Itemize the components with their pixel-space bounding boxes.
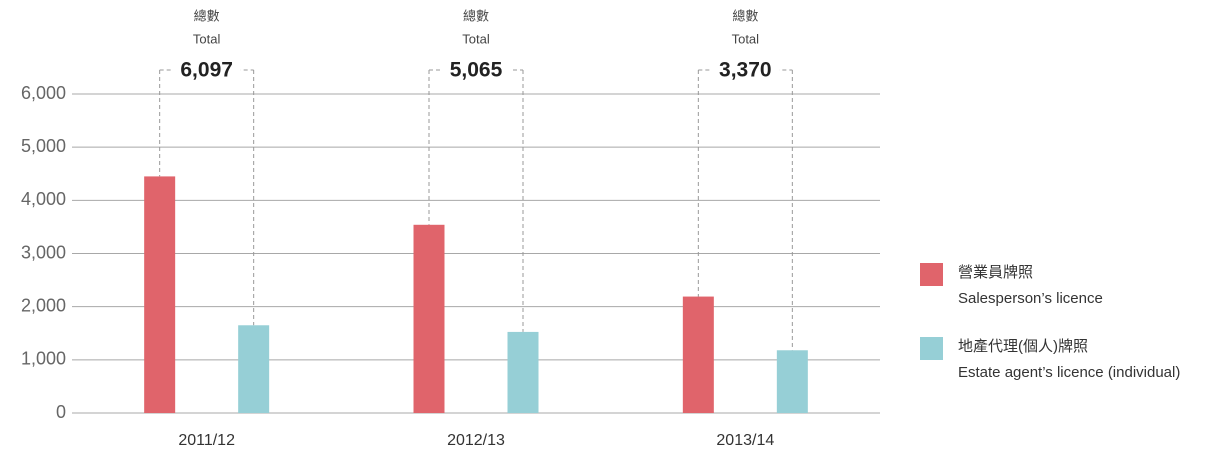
legend-label: 營業員牌照 <box>958 264 1033 281</box>
total-value: 3,370 <box>719 59 772 82</box>
legend-swatch <box>920 263 943 286</box>
total-bg <box>711 56 780 84</box>
bar <box>507 331 539 413</box>
total-label: Total <box>193 31 221 46</box>
legend-label: Estate agent’s licence (individual) <box>958 364 1180 381</box>
x-tick-label: 2011/12 <box>178 432 235 449</box>
x-tick-label: 2012/13 <box>447 432 505 449</box>
total-value: 5,065 <box>450 59 503 82</box>
x-tick-label: 2013/14 <box>716 432 774 449</box>
y-tick-label: 4,000 <box>21 189 66 209</box>
total-label: 總數 <box>463 8 489 23</box>
y-tick-label: 3,000 <box>21 242 66 262</box>
y-tick-label: 2,000 <box>21 295 66 315</box>
y-tick-label: 1,000 <box>21 349 66 369</box>
bar <box>144 176 176 413</box>
bar <box>682 296 714 413</box>
legend-swatch <box>920 337 943 360</box>
y-tick-label: 6,000 <box>21 83 66 103</box>
total-label: 總數 <box>732 8 758 23</box>
legend-label: Salesperson’s licence <box>958 290 1103 307</box>
y-tick-label: 0 <box>56 402 66 422</box>
y-tick-label: 5,000 <box>21 136 66 156</box>
total-bg <box>172 56 241 84</box>
total-label: Total <box>732 31 760 46</box>
total-label: Total <box>462 31 490 46</box>
bar <box>238 325 270 413</box>
total-bg <box>442 56 510 84</box>
total-label: 總數 <box>194 8 220 23</box>
bar <box>413 224 445 413</box>
bar <box>776 350 808 413</box>
legend-label: 地產代理(個人)牌照 <box>958 338 1088 355</box>
total-value: 6,097 <box>180 59 233 82</box>
